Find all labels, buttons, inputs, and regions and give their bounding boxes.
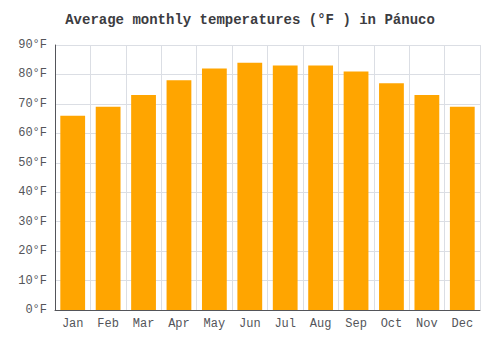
svg-text:40°F: 40°F xyxy=(18,185,47,199)
svg-text:80°F: 80°F xyxy=(18,67,47,81)
svg-text:70°F: 70°F xyxy=(18,97,47,111)
svg-text:Apr: Apr xyxy=(168,317,190,331)
svg-text:90°F: 90°F xyxy=(18,38,47,52)
svg-text:0°F: 0°F xyxy=(25,303,47,317)
svg-text:Jun: Jun xyxy=(239,317,261,331)
svg-text:10°F: 10°F xyxy=(18,274,47,288)
svg-text:Average monthly temperatures (: Average monthly temperatures (°F ) in Pá… xyxy=(65,12,435,28)
svg-text:30°F: 30°F xyxy=(18,215,47,229)
svg-text:Aug: Aug xyxy=(310,317,332,331)
svg-text:Jan: Jan xyxy=(62,317,84,331)
svg-text:Jul: Jul xyxy=(274,317,296,331)
svg-text:Dec: Dec xyxy=(451,317,473,331)
svg-text:60°F: 60°F xyxy=(18,126,47,140)
svg-text:Feb: Feb xyxy=(97,317,119,331)
svg-text:20°F: 20°F xyxy=(18,244,47,258)
svg-text:May: May xyxy=(204,317,226,331)
svg-text:Nov: Nov xyxy=(416,317,438,331)
svg-text:Oct: Oct xyxy=(381,317,403,331)
svg-text:50°F: 50°F xyxy=(18,156,47,170)
svg-text:Mar: Mar xyxy=(133,317,155,331)
svg-text:Sep: Sep xyxy=(345,317,367,331)
